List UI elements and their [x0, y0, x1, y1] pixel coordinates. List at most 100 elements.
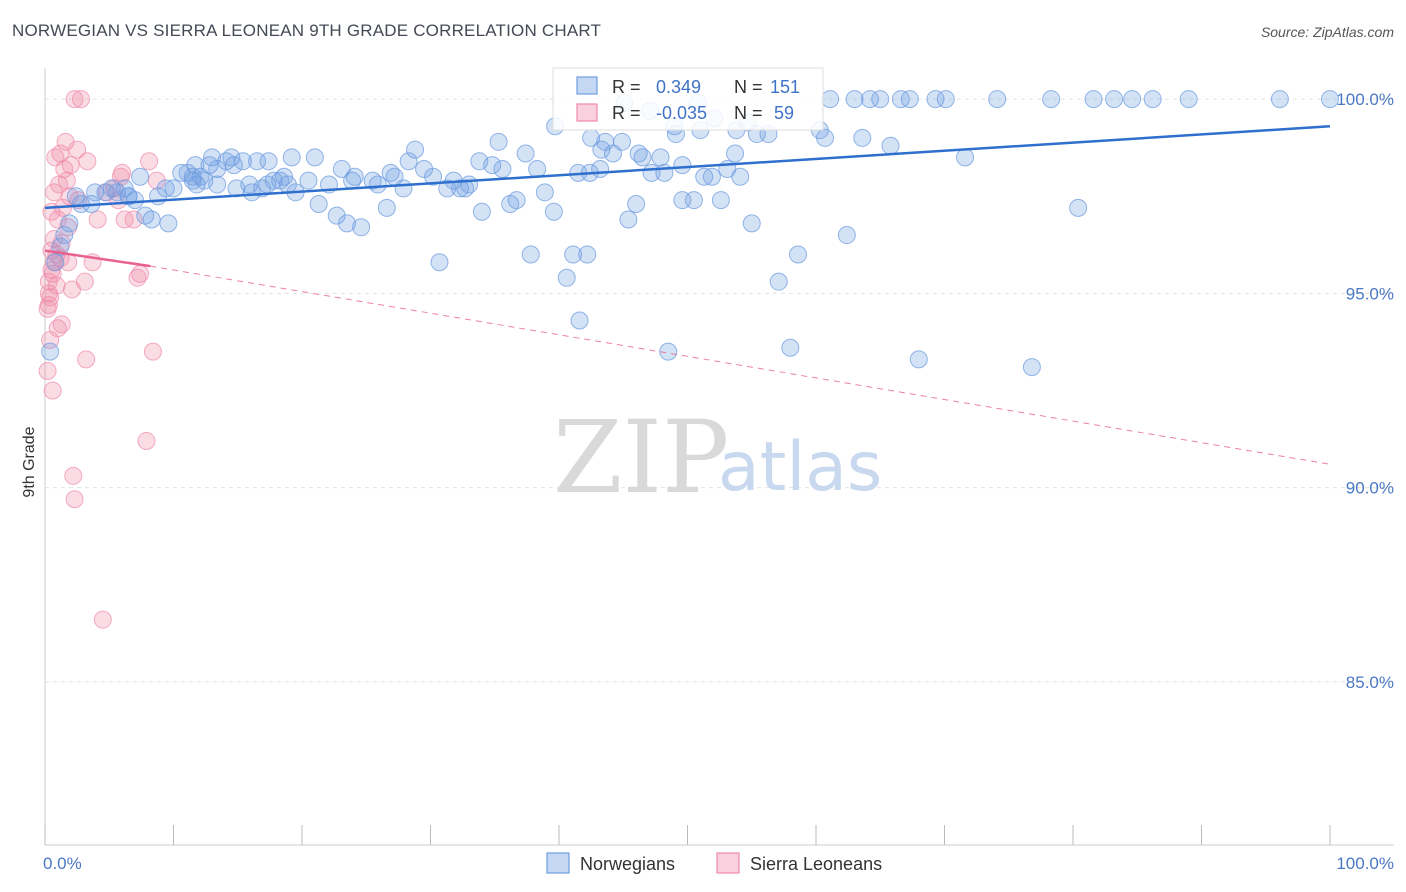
source-label: Source: ZipAtlas.com — [1260, 24, 1394, 40]
stats-box-frame — [552, 67, 824, 131]
norwegian-point — [1123, 90, 1142, 109]
norwegian-point — [394, 179, 413, 198]
norwegian-point — [472, 202, 491, 221]
sierra-leonean-point — [47, 276, 66, 295]
norwegian-point — [86, 183, 105, 202]
norwegian-point — [769, 272, 788, 291]
norwegian-point — [406, 140, 425, 159]
stats-r-value-norwegians: 0.349 — [656, 77, 701, 97]
norwegian-point — [881, 136, 900, 155]
stats-r-label-norwegians: R = — [612, 77, 641, 97]
norwegian-point — [909, 350, 928, 369]
sierra-leonean-point — [124, 210, 143, 229]
sierra-leonean-point — [61, 156, 80, 175]
stats-r-value-sierra-leoneans: -0.035 — [656, 103, 707, 123]
norwegian-point — [1022, 358, 1041, 377]
chart-title: NORWEGIAN VS SIERRA LEONEAN 9TH GRADE CO… — [12, 21, 602, 40]
norwegian-point — [702, 167, 721, 186]
norwegian-point — [208, 175, 227, 194]
y-tick-label: 100.0% — [1336, 90, 1394, 109]
norwegian-point — [535, 183, 554, 202]
sierra-leonean-point — [113, 163, 132, 182]
norwegian-point — [612, 132, 631, 151]
norwegian-point — [557, 268, 576, 287]
norwegian-point — [159, 214, 178, 233]
norwegian-point — [853, 128, 872, 147]
sierra-leonean-point — [88, 210, 107, 229]
norwegian-point — [377, 198, 396, 217]
watermark-zip: ZIP — [553, 399, 729, 516]
stats-n-label-norwegians: N = — [734, 77, 763, 97]
norwegian-point — [516, 144, 535, 163]
norwegian-point — [131, 167, 150, 186]
norwegian-point — [1084, 90, 1103, 109]
norwegian-point — [789, 245, 808, 264]
norwegian-point — [186, 156, 205, 175]
sierra-leonean-point — [93, 610, 112, 629]
stats-n-value-sierra-leoneans: 59 — [774, 103, 794, 123]
norwegian-point — [60, 214, 79, 233]
norwegian-point — [926, 90, 945, 109]
sierra-leonean-point — [65, 490, 84, 509]
norwegian-point — [156, 179, 175, 198]
norwegian-point — [936, 90, 955, 109]
norwegian-point — [564, 245, 583, 264]
norwegian-point — [1179, 90, 1198, 109]
norwegian-point — [592, 140, 611, 159]
y-tick-labels: 100.0% 95.0% 90.0% 85.0% — [1336, 90, 1394, 692]
watermark: ZIP atlas — [553, 399, 882, 516]
watermark-atlas: atlas — [718, 428, 882, 507]
norwegian-point — [507, 191, 526, 210]
sierra-leonean-point — [52, 315, 71, 334]
sierra-leonean-point — [137, 431, 156, 450]
sierra-leonean-point — [77, 350, 96, 369]
stats-swatch-norwegians — [576, 76, 598, 95]
norwegian-point — [55, 226, 74, 245]
sierra-leonean-point — [57, 171, 76, 190]
norwegian-point — [900, 90, 919, 109]
sierra-leonean-point — [71, 90, 90, 109]
norwegian-point — [591, 160, 610, 179]
norwegian-point — [415, 160, 434, 179]
norwegian-point — [337, 214, 356, 233]
norwegian-point — [815, 128, 834, 147]
norwegian-point — [871, 90, 890, 109]
norwegian-point — [629, 144, 648, 163]
norwegian-point — [684, 191, 703, 210]
norwegian-point — [224, 156, 243, 175]
norwegian-point — [399, 152, 418, 171]
norwegian-point — [309, 194, 328, 213]
norwegian-point — [345, 167, 364, 186]
norwegian-point — [695, 167, 714, 186]
sierra-leonean-trend-line — [44, 249, 151, 268]
legend: Norwegians Sierra Leoneans — [546, 852, 882, 874]
norwegian-point — [299, 171, 318, 190]
sierra-leonean-point — [48, 210, 67, 229]
sierra-leonean-point — [78, 152, 97, 171]
norwegian-point — [483, 156, 502, 175]
stats-swatch-sierra-leoneans — [576, 103, 598, 122]
legend-swatch-norwegians — [546, 852, 570, 874]
norwegian-point — [528, 160, 547, 179]
sierra-leonean-point — [41, 288, 60, 307]
norwegian-point — [451, 179, 470, 198]
sierra-leonean-point — [43, 264, 62, 283]
sierra-leonean-point — [143, 342, 162, 361]
sierra-leonean-point — [64, 466, 83, 485]
norwegian-point — [570, 311, 589, 330]
sierra-leonean-trend-extension — [150, 265, 1331, 465]
norwegian-point — [845, 90, 864, 109]
norwegian-point — [327, 206, 346, 225]
norwegian-point — [489, 132, 508, 151]
axes — [44, 68, 1394, 846]
norwegian-point — [578, 245, 597, 264]
norwegian-point — [726, 144, 745, 163]
norwegian-point — [1069, 198, 1088, 217]
norwegian-points — [41, 90, 1339, 377]
norwegian-point — [208, 160, 227, 179]
norwegian-point — [203, 148, 222, 167]
sierra-leonean-point — [75, 272, 94, 291]
norwegian-point — [271, 171, 290, 190]
sierra-leonean-point — [140, 152, 159, 171]
norwegian-point — [1270, 90, 1289, 109]
